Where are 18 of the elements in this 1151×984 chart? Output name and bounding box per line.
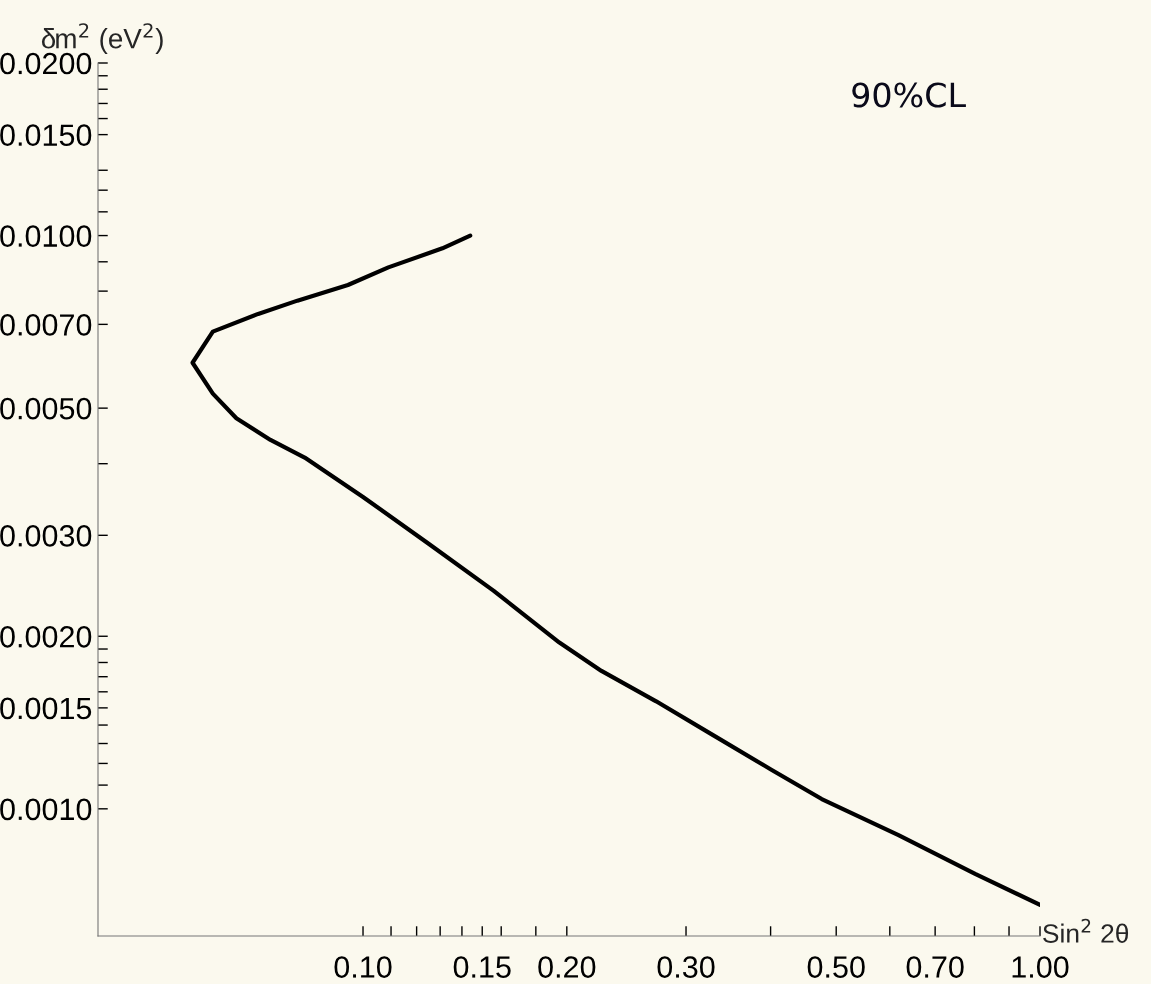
x-tick-label: 0.20 [538, 956, 596, 978]
x-tick-label: 0.30 [657, 956, 715, 978]
y-tick-label: 0.0100 [0, 225, 92, 247]
y-tick-label: 0.0015 [0, 697, 92, 720]
x-tick-label: 1.00 [1012, 956, 1069, 978]
y-tick-label: 0.0050 [0, 397, 92, 420]
y-tick-label: 0.0150 [0, 124, 92, 146]
y-tick-label: 0.0070 [0, 314, 92, 336]
x-tick-label: 0.70 [906, 956, 964, 978]
x-axis-title: Sin$^{2}$ 2θ [1043, 918, 1129, 943]
x-tick-label: 0.50 [807, 956, 865, 978]
y-tick-label: 0.0030 [0, 525, 92, 547]
y-tick-label: 0.0010 [0, 798, 92, 821]
x-tick-label: 0.10 [334, 956, 392, 978]
y-tick-label: 0.0020 [0, 625, 92, 648]
annotation: 90%CL [852, 82, 966, 108]
y-tick-label: 0.0200 [0, 52, 92, 75]
x-tick-label: 0.15 [453, 956, 511, 978]
